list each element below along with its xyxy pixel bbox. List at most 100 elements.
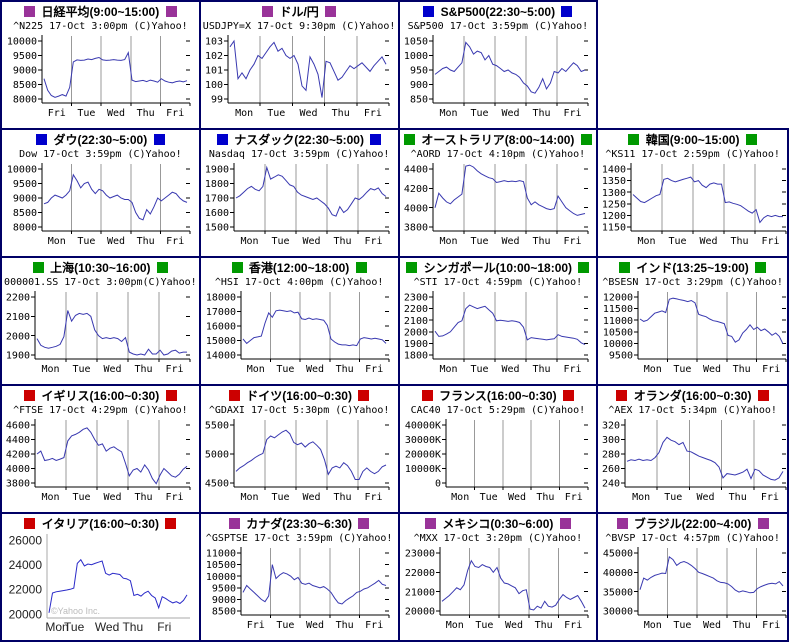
chart-cell-nikkei[interactable]: 日経平均(9:00~15:00) ^N225 17-Oct 3:00pm (C)… bbox=[0, 0, 201, 130]
svg-text:24000: 24000 bbox=[9, 558, 43, 572]
svg-text:Tue: Tue bbox=[276, 364, 294, 375]
svg-text:21000: 21000 bbox=[404, 587, 434, 598]
index-marker-icon bbox=[423, 6, 435, 17]
chart-cell-brazil-bvsp[interactable]: ブラジル(22:00~4:00) ^BVSP 17-Oct 4:57pm (C)… bbox=[596, 512, 789, 642]
chart-cell-sp500[interactable]: S&P500(22:30~5:00) S&P500 17-Oct 3:59pm … bbox=[397, 0, 599, 130]
svg-text:Fri: Fri bbox=[166, 236, 184, 247]
chart-title-row: カナダ(23:30~6:30) bbox=[202, 517, 397, 532]
svg-text:Mon: Mon bbox=[638, 236, 656, 247]
svg-text:0: 0 bbox=[434, 479, 440, 490]
chart-cell-korea-ks11[interactable]: 韓国(9:00~15:00) ^KS11 17-Oct 2:59pm (C)Ya… bbox=[596, 128, 789, 258]
svg-text:Mon: Mon bbox=[45, 620, 68, 634]
chart-cell-germany-dax[interactable]: ドイツ(16:00~0:30) ^GDAXI 17-Oct 5:30pm (C)… bbox=[198, 384, 400, 514]
svg-text:14000: 14000 bbox=[206, 351, 236, 362]
chart-cell-france-cac40[interactable]: フランス(16:00~0:30) CAC40 17-Oct 5:29pm (C)… bbox=[397, 384, 599, 514]
chart-cell-nasdaq[interactable]: ナスダック(22:30~5:00) Nasdaq 17-Oct 3:59pm (… bbox=[198, 128, 400, 258]
chart-cell-dow[interactable]: ダウ(22:30~5:00) Dow 17-Oct 3:59pm (C)Yaho… bbox=[0, 128, 201, 258]
chart-title: オーストラリア(8:00~14:00) bbox=[421, 133, 575, 147]
chart-plot: 18000 17000 16000 15000 14000 Mon Tue Wed Thu Fri bbox=[206, 291, 390, 375]
svg-text:Tue: Tue bbox=[271, 236, 289, 247]
svg-text:26000: 26000 bbox=[9, 533, 43, 547]
svg-text:Wed: Wed bbox=[703, 620, 721, 631]
svg-text:10500: 10500 bbox=[206, 560, 236, 571]
svg-text:Fri: Fri bbox=[564, 492, 582, 503]
svg-text:10000: 10000 bbox=[7, 165, 37, 176]
index-marker-icon bbox=[24, 6, 36, 17]
chart-title: ナスダック(22:30~5:00) bbox=[234, 133, 364, 147]
svg-text:9000: 9000 bbox=[212, 595, 236, 606]
svg-text:Fri: Fri bbox=[365, 364, 383, 375]
svg-text:Thu: Thu bbox=[333, 236, 351, 247]
chart-title-row: メキシコ(0:30~6:00) bbox=[400, 517, 595, 532]
svg-text:Mon: Mon bbox=[632, 492, 650, 503]
chart-cell-content: 香港(12:00~18:00) ^HSI 17-Oct 4:00pm (C)Ya… bbox=[202, 261, 397, 379]
chart-title-row: ブラジル(22:00~4:00) bbox=[599, 517, 786, 532]
chart-cell-italy[interactable]: イタリア(16:00~0:30) 26000 24000 22000 20000 Mon… bbox=[0, 512, 201, 642]
chart-cell-hongkong-hsi[interactable]: 香港(12:00~18:00) ^HSI 17-Oct 4:00pm (C)Ya… bbox=[198, 256, 400, 386]
svg-text:1900: 1900 bbox=[6, 351, 30, 362]
svg-text:2100: 2100 bbox=[403, 316, 427, 327]
chart-subtitle: ^BVSP 17-Oct 4:57pm (C)Yahoo! bbox=[605, 533, 780, 544]
chart-cell-content: ナスダック(22:30~5:00) Nasdaq 17-Oct 3:59pm (… bbox=[202, 133, 397, 251]
svg-text:Tue: Tue bbox=[64, 620, 85, 634]
chart-cell-content: オーストラリア(8:00~14:00) ^AORD 17-Oct 4:10pm … bbox=[400, 133, 595, 251]
svg-text:Thu: Thu bbox=[137, 108, 155, 119]
svg-text:3800: 3800 bbox=[403, 223, 427, 234]
chart-cell-uk-ftse[interactable]: イギリス(16:00~0:30) ^FTSE 17-Oct 4:29pm (C)… bbox=[0, 384, 201, 514]
chart-title: フランス(16:00~0:30) bbox=[439, 389, 557, 403]
chart-plot: 5500 5000 4500 Mon Tue Wed Thu Fri bbox=[205, 419, 390, 503]
chart-cell-singapore-sti[interactable]: シンガポール(10:00~18:00) ^STI 17-Oct 4:59pm (… bbox=[397, 256, 599, 386]
svg-text:5500: 5500 bbox=[205, 421, 229, 432]
chart-title-row: フランス(16:00~0:30) bbox=[400, 389, 595, 404]
chart-cell-canada-gsptse[interactable]: カナダ(23:30~6:30) ^GSPTSE 17-Oct 3:59pm (C… bbox=[198, 512, 400, 642]
chart-title: 韓国(9:00~15:00) bbox=[645, 133, 740, 147]
index-marker-icon bbox=[370, 134, 382, 145]
svg-text:Thu: Thu bbox=[134, 492, 152, 503]
chart-title: ドル/円 bbox=[279, 5, 319, 19]
chart-cell-india-bsesn[interactable]: インド(13:25~19:00) ^BSESN 17-Oct 3:29pm (C… bbox=[596, 256, 789, 386]
chart-cell-content: フランス(16:00~0:30) CAC40 17-Oct 5:29pm (C)… bbox=[400, 389, 595, 507]
svg-text:Mon: Mon bbox=[247, 364, 265, 375]
svg-text:9000: 9000 bbox=[13, 194, 37, 205]
chart-plot: 4600 4400 4200 4000 3800 Mon Tue Wed Thu Fri bbox=[6, 419, 191, 503]
svg-text:Fri: Fri bbox=[365, 620, 383, 631]
svg-text:Wed: Wed bbox=[501, 364, 519, 375]
svg-text:1400: 1400 bbox=[602, 165, 626, 176]
svg-text:1300: 1300 bbox=[602, 188, 626, 199]
chart-title: カナダ(23:30~6:30) bbox=[246, 517, 352, 531]
svg-text:1200: 1200 bbox=[602, 211, 626, 222]
chart-cell-australia-aord[interactable]: オーストラリア(8:00~14:00) ^AORD 17-Oct 4:10pm … bbox=[397, 128, 599, 258]
chart-cell-mexico-mxx[interactable]: メキシコ(0:30~6:00) ^MXX 17-Oct 3:20pm (C)Ya… bbox=[397, 512, 599, 642]
chart-plot: 4400 4200 4000 3800 Mon Tue Wed Thu Fri bbox=[403, 163, 588, 247]
svg-text:1050: 1050 bbox=[403, 37, 427, 48]
index-marker-icon bbox=[36, 134, 48, 145]
svg-text:240: 240 bbox=[602, 479, 620, 490]
svg-text:Thu: Thu bbox=[335, 620, 353, 631]
svg-text:9000: 9000 bbox=[13, 66, 37, 77]
svg-text:Fri: Fri bbox=[761, 492, 779, 503]
svg-text:4200: 4200 bbox=[6, 450, 30, 461]
chart-subtitle: ^MXX 17-Oct 3:20pm (C)Yahoo! bbox=[413, 533, 583, 544]
chart-title: シンガポール(10:00~18:00) bbox=[423, 261, 573, 275]
chart-title: イタリア(16:00~0:30) bbox=[41, 517, 159, 531]
svg-text:Fri: Fri bbox=[563, 236, 581, 247]
chart-cell-shanghai[interactable]: 上海(10:30~16:00) 000001.SS 17-Oct 3:00pm(… bbox=[0, 256, 201, 386]
svg-text:30000: 30000 bbox=[603, 607, 633, 618]
chart-title-row: イギリス(16:00~0:30) bbox=[3, 389, 198, 404]
svg-text:Mon: Mon bbox=[235, 108, 253, 119]
svg-text:Mon: Mon bbox=[451, 492, 469, 503]
index-marker-icon bbox=[616, 518, 628, 529]
svg-text:Thu: Thu bbox=[331, 108, 349, 119]
grid-row: イタリア(16:00~0:30) 26000 24000 22000 20000 Mon… bbox=[0, 512, 789, 642]
chart-title-row: インド(13:25~19:00) bbox=[599, 261, 786, 276]
svg-text:Wed: Wed bbox=[504, 620, 522, 631]
svg-text:100: 100 bbox=[205, 80, 223, 91]
svg-text:Thu: Thu bbox=[532, 108, 550, 119]
chart-cell-usd-jpy[interactable]: ドル/円 USDJPY=X 17-Oct 9:30pm (C)Yahoo! 10… bbox=[198, 0, 400, 130]
chart-cell-netherlands-aex[interactable]: オランダ(16:00~0:30) ^AEX 17-Oct 5:34pm (C)Y… bbox=[596, 384, 789, 514]
svg-text:45000: 45000 bbox=[603, 549, 633, 560]
chart-plot: 10000 9500 9000 8500 8000 Mon Tue Wed Thu Fri bbox=[7, 163, 191, 247]
svg-text:8500: 8500 bbox=[212, 607, 236, 618]
svg-text:Tue: Tue bbox=[72, 364, 90, 375]
